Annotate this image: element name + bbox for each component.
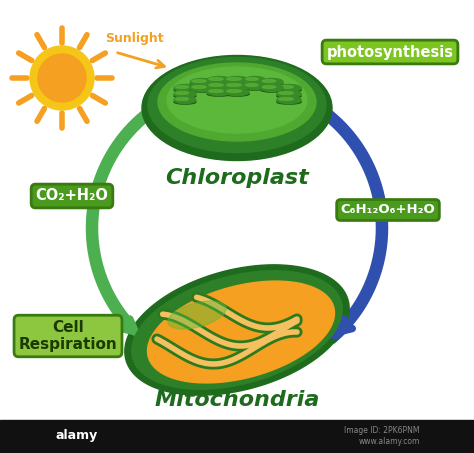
Text: Cell
Respiration: Cell Respiration — [18, 320, 118, 352]
Ellipse shape — [261, 88, 283, 92]
Ellipse shape — [207, 80, 231, 84]
Ellipse shape — [225, 86, 249, 90]
Text: C₆H₁₂O₆+H₂O: C₆H₁₂O₆+H₂O — [341, 203, 436, 217]
Ellipse shape — [277, 96, 301, 103]
Ellipse shape — [246, 77, 258, 80]
Circle shape — [38, 54, 86, 102]
Ellipse shape — [277, 91, 301, 97]
Text: CO₂+H₂O: CO₂+H₂O — [36, 188, 109, 203]
Ellipse shape — [207, 86, 231, 90]
Ellipse shape — [207, 82, 231, 90]
Ellipse shape — [245, 77, 265, 83]
Ellipse shape — [192, 80, 206, 82]
Ellipse shape — [209, 90, 223, 92]
Ellipse shape — [279, 97, 293, 101]
Ellipse shape — [142, 56, 332, 160]
Ellipse shape — [174, 88, 196, 92]
Ellipse shape — [209, 84, 223, 87]
Ellipse shape — [167, 67, 307, 133]
Ellipse shape — [261, 82, 283, 86]
Ellipse shape — [207, 77, 231, 83]
Ellipse shape — [174, 91, 196, 97]
Ellipse shape — [262, 86, 276, 88]
Ellipse shape — [245, 82, 265, 90]
Ellipse shape — [174, 85, 196, 92]
Ellipse shape — [225, 80, 249, 84]
Text: photosynthesis: photosynthesis — [327, 44, 454, 59]
Ellipse shape — [246, 84, 258, 87]
Text: alamy: alamy — [55, 429, 97, 443]
Ellipse shape — [190, 88, 214, 92]
Polygon shape — [147, 281, 335, 383]
Ellipse shape — [207, 92, 231, 96]
Text: Mitochondria: Mitochondria — [155, 390, 319, 410]
Ellipse shape — [245, 80, 265, 84]
Bar — [0, 420, 474, 453]
Text: Chloroplast: Chloroplast — [165, 168, 309, 188]
Ellipse shape — [174, 94, 196, 98]
Ellipse shape — [245, 86, 265, 90]
Ellipse shape — [209, 77, 223, 80]
Ellipse shape — [175, 92, 189, 94]
Ellipse shape — [225, 82, 249, 90]
Ellipse shape — [279, 92, 293, 94]
Ellipse shape — [190, 78, 214, 86]
Ellipse shape — [190, 85, 214, 92]
Ellipse shape — [225, 88, 249, 96]
Ellipse shape — [277, 94, 301, 98]
Ellipse shape — [262, 80, 276, 82]
Ellipse shape — [227, 77, 241, 80]
Ellipse shape — [174, 100, 196, 104]
Ellipse shape — [277, 85, 301, 92]
Ellipse shape — [225, 77, 249, 83]
Ellipse shape — [261, 85, 283, 92]
Ellipse shape — [277, 100, 301, 104]
Ellipse shape — [279, 86, 293, 88]
Text: Sunlight: Sunlight — [105, 32, 164, 45]
Ellipse shape — [207, 88, 231, 96]
Polygon shape — [125, 265, 349, 395]
Ellipse shape — [148, 58, 326, 153]
Ellipse shape — [261, 78, 283, 86]
Ellipse shape — [225, 92, 249, 96]
Polygon shape — [132, 271, 342, 389]
Ellipse shape — [174, 96, 196, 103]
Ellipse shape — [277, 88, 301, 92]
Ellipse shape — [227, 84, 241, 87]
Text: Image ID: 2PK6PNM
www.alamy.com: Image ID: 2PK6PNM www.alamy.com — [345, 426, 420, 446]
Ellipse shape — [175, 97, 189, 101]
Ellipse shape — [175, 86, 189, 88]
Ellipse shape — [192, 86, 206, 88]
Ellipse shape — [190, 82, 214, 86]
Circle shape — [30, 46, 94, 110]
Ellipse shape — [227, 90, 241, 92]
Ellipse shape — [158, 63, 316, 141]
Polygon shape — [168, 301, 226, 329]
